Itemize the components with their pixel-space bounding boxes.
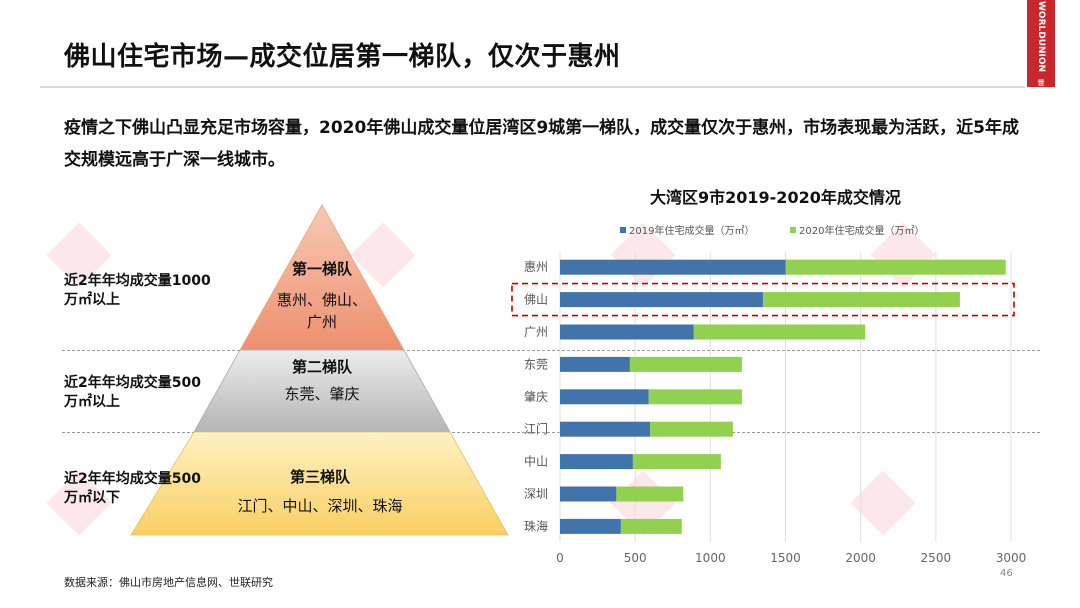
tier-2-criteria: 近2年年均成交量500 万㎡以上 <box>64 375 201 410</box>
bar-2020 <box>785 259 1006 275</box>
tier-1-criteria: 近2年年均成交量1000 万㎡以上 <box>64 273 211 308</box>
bar-2019 <box>560 518 621 534</box>
bar-2019 <box>560 324 694 340</box>
tier-1-content: 第一梯队 惠州、佛山、 广州 <box>276 260 367 331</box>
bar-2020 <box>648 389 742 405</box>
x-tick-label: 2000 <box>845 551 876 565</box>
page-number: 46 <box>1000 568 1013 579</box>
x-tick-label: 0 <box>556 551 564 565</box>
page-title: 佛山住宅市场—成交位居第一梯队，仅次于惠州 <box>64 42 621 72</box>
bar-2019 <box>560 421 651 437</box>
bar-2020 <box>693 324 866 340</box>
legend-2020: 2020年住宅成交量（万㎡） <box>790 222 924 237</box>
x-tick-label: 2500 <box>921 551 952 565</box>
x-tick-label: 500 <box>624 551 647 565</box>
category-label: 惠州 <box>524 260 548 274</box>
legend-swatch <box>620 226 626 233</box>
category-label: 江门 <box>524 421 548 436</box>
category-label: 肇庆 <box>524 389 548 404</box>
tier-2-content: 第二梯队 东莞、肇庆 <box>284 358 360 403</box>
category-label: 东莞 <box>524 357 548 371</box>
summary-text: 疫情之下佛山凸显充足市场容量，2020年佛山成交量位居湾区9城第一梯队，成交量仅… <box>64 118 1019 170</box>
pyramid-tier-3 <box>130 431 509 536</box>
bar-2019 <box>560 486 617 502</box>
bar-2020 <box>616 486 684 502</box>
tier-divider <box>62 432 1040 433</box>
tier-3-criteria: 近2年年均成交量500 万㎡以下 <box>64 471 201 506</box>
tier-3-content: 第三梯队 江门、中山、深圳、珠海 <box>237 468 403 515</box>
data-source: 数据来源：佛山市房地产信息网、世联研究 <box>64 576 273 589</box>
worldunion-logo: WORLDUNION世联行 <box>1009 0 1055 87</box>
category-label: 佛山 <box>524 293 548 307</box>
bar-2019 <box>560 356 630 372</box>
bar-2020 <box>632 454 721 470</box>
bar-2020 <box>762 292 960 308</box>
category-label: 珠海 <box>524 518 548 533</box>
title-divider <box>40 86 1025 88</box>
bar-2020 <box>629 356 742 372</box>
bar-2020 <box>650 421 733 437</box>
x-tick-label: 1500 <box>770 551 801 565</box>
pyramid <box>130 204 509 536</box>
bar-2019 <box>560 259 786 275</box>
x-tick-label: 1000 <box>695 551 726 565</box>
x-tick-label: 3000 <box>996 551 1027 565</box>
bar-2019 <box>560 389 649 405</box>
highlight-box <box>511 282 1015 317</box>
bar-2019 <box>560 292 763 308</box>
category-label: 深圳 <box>524 487 548 501</box>
category-label: 广州 <box>524 325 548 339</box>
bar-2019 <box>560 454 633 470</box>
legend-swatch <box>790 226 796 233</box>
tier-divider <box>62 350 1040 351</box>
legend-2019: 2019年住宅成交量（万㎡） <box>620 222 754 237</box>
bar-2020 <box>620 518 682 534</box>
category-label: 中山 <box>524 454 548 469</box>
chart-title: 大湾区9市2019-2020年成交情况 <box>650 188 901 207</box>
